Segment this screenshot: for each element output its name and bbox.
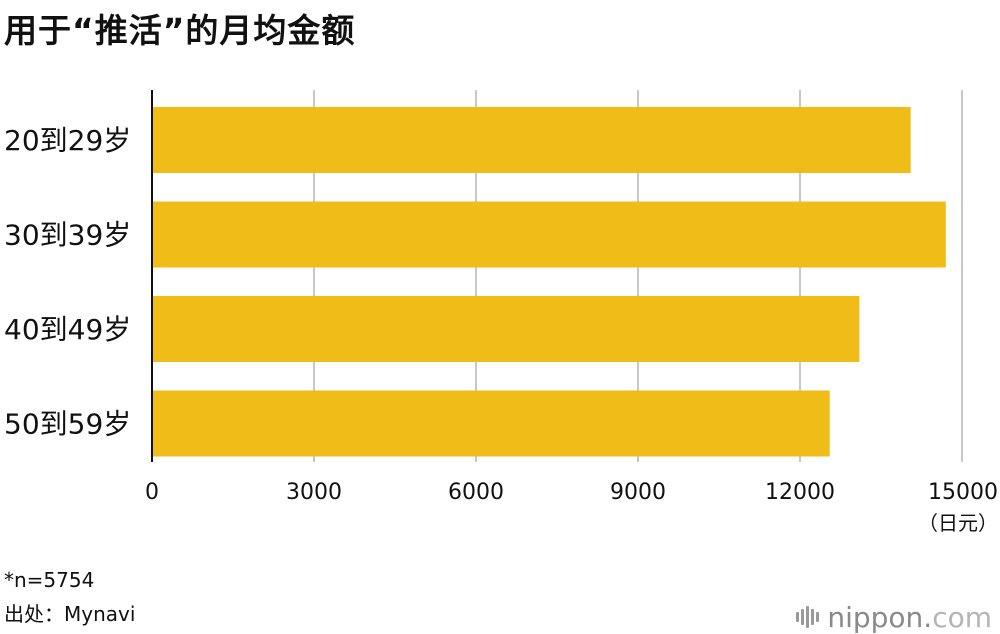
category-label: 30到39岁: [4, 219, 131, 252]
brand-tld: com: [932, 601, 992, 634]
x-tick-label: 12000: [765, 480, 835, 505]
chart-title: 用于“推活”的月均金额: [4, 11, 356, 50]
category-label: 40到49岁: [4, 313, 131, 346]
x-tick-labels: 0 3000 6000 9000 12000 15000: [145, 480, 998, 505]
source-note: 出处：Mynavi: [4, 602, 136, 626]
nippon-logo: nippon. com: [796, 604, 992, 632]
sound-wave-icon: [796, 604, 820, 630]
bars: [152, 107, 946, 457]
x-unit-label: （日元）: [918, 511, 998, 535]
x-tick-label: 15000: [928, 480, 998, 505]
bar: [152, 201, 946, 268]
brand-dot: .: [923, 601, 933, 634]
sample-size-note: *n=5754: [4, 568, 95, 592]
x-tick-label: 3000: [286, 480, 342, 505]
category-labels: 20到29岁 30到39岁 40到49岁 50到59岁: [4, 124, 131, 441]
category-label: 20到29岁: [4, 124, 131, 157]
x-tick-label: 0: [145, 480, 159, 505]
bar-chart: 20到29岁 30到39岁 40到49岁 50到59岁 0 3000 6000 9000 12…: [4, 90, 998, 535]
brand-name: nippon: [827, 601, 924, 634]
category-label: 50到59岁: [4, 408, 131, 441]
x-tick-label: 9000: [610, 480, 666, 505]
bar: [152, 390, 830, 457]
bar: [152, 296, 860, 362]
bar: [152, 107, 911, 173]
x-tick-label: 6000: [448, 480, 504, 505]
